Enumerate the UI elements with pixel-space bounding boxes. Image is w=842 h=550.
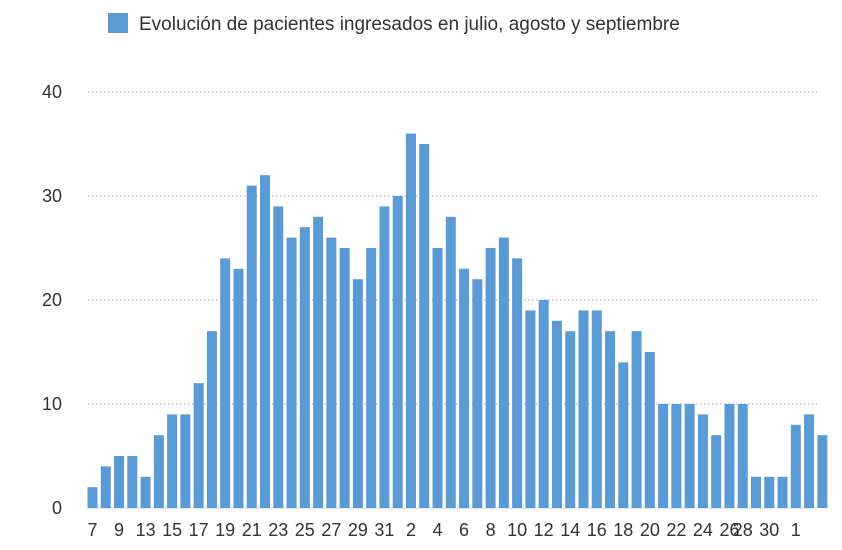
- x-tick-label: 12: [534, 520, 554, 540]
- bar: [790, 424, 801, 508]
- bar: [565, 331, 576, 508]
- x-tick-label: 25: [295, 520, 315, 540]
- bar: [140, 476, 151, 508]
- x-tick-label: 20: [640, 520, 660, 540]
- bar: [286, 237, 297, 508]
- x-tick-label: 1: [791, 520, 801, 540]
- legend: Evolución de pacientes ingresados en jul…: [108, 13, 680, 35]
- bar: [671, 404, 682, 508]
- x-tick-label: 24: [693, 520, 713, 540]
- bar: [180, 414, 191, 508]
- x-tick-label: 22: [666, 520, 686, 540]
- x-tick-label: 18: [613, 520, 633, 540]
- bar: [737, 404, 748, 508]
- x-tick-label: 10: [507, 520, 527, 540]
- x-tick-label: 29: [348, 520, 368, 540]
- bar: [127, 456, 138, 508]
- bar: [684, 404, 695, 508]
- x-tick-label: 28: [733, 520, 753, 540]
- bar: [538, 300, 549, 508]
- y-axis-labels: 0 10 20 30 40: [42, 82, 62, 518]
- bar: [578, 310, 589, 508]
- bar: [817, 435, 828, 508]
- bar: [472, 279, 483, 508]
- bar: [804, 414, 815, 508]
- bar: [644, 352, 655, 508]
- bar: [326, 237, 337, 508]
- y-tick-label: 40: [42, 82, 62, 102]
- bar: [777, 476, 788, 508]
- x-tick-label: 15: [162, 520, 182, 540]
- x-axis-labels: 7 9 13 15 17 19 21 23 25 27 29 31 2 4 6 8 10 12 14 16 18 20 22…: [87, 520, 800, 540]
- x-tick-label: 26: [719, 520, 739, 540]
- bar: [764, 476, 775, 508]
- bar: [618, 362, 629, 508]
- x-tick-label: 7: [87, 520, 97, 540]
- bar: [751, 476, 761, 508]
- bar: [114, 456, 125, 508]
- bar: [100, 466, 111, 508]
- x-tick-label: 6: [459, 520, 469, 540]
- bar: [445, 216, 456, 509]
- y-tick-label: 0: [52, 498, 62, 518]
- bar: [313, 216, 324, 509]
- bar: [432, 248, 443, 508]
- bar: [724, 404, 735, 508]
- x-tick-label: 14: [560, 520, 580, 540]
- x-tick-label: 31: [374, 520, 394, 540]
- x-tick-label: 17: [189, 520, 209, 540]
- bar: [206, 331, 217, 508]
- bar: [591, 310, 602, 508]
- x-tick-label: 13: [136, 520, 156, 540]
- x-tick-label: 30: [759, 520, 779, 540]
- bar: [379, 206, 390, 508]
- bar: [631, 331, 642, 508]
- bar: [605, 331, 616, 508]
- legend-swatch: [108, 13, 128, 33]
- bars: [87, 133, 828, 509]
- y-tick-label: 30: [42, 186, 62, 206]
- bar: [233, 268, 244, 508]
- legend-label: Evolución de pacientes ingresados en jul…: [139, 14, 680, 35]
- bar: [87, 487, 98, 508]
- bar: [246, 185, 257, 508]
- bar: [366, 248, 377, 508]
- x-tick-label: 4: [433, 520, 443, 540]
- x-tick-label: 16: [587, 520, 607, 540]
- bar: [485, 248, 496, 508]
- y-tick-label: 20: [42, 290, 62, 310]
- x-tick-label: 9: [114, 520, 124, 540]
- bar: [153, 435, 164, 508]
- x-tick-label: 2: [406, 520, 416, 540]
- bar: [658, 404, 669, 508]
- bar: [193, 383, 204, 508]
- bar: [405, 133, 416, 508]
- bar: [711, 435, 722, 508]
- bar: [299, 227, 310, 508]
- bar: [273, 206, 284, 508]
- bar: [167, 414, 178, 508]
- bar: [551, 320, 562, 508]
- x-tick-label: 19: [215, 520, 235, 540]
- bar: [392, 196, 403, 508]
- x-tick-label: 27: [321, 520, 341, 540]
- bar: [459, 268, 470, 508]
- bar: [697, 414, 708, 508]
- bar: [220, 258, 231, 508]
- bar: [260, 175, 271, 508]
- bar: [339, 248, 350, 508]
- bar: [419, 144, 430, 508]
- x-tick-label: 8: [486, 520, 496, 540]
- bar: [512, 258, 523, 508]
- bar: [498, 237, 509, 508]
- bar: [525, 310, 536, 508]
- y-tick-label: 10: [42, 394, 62, 414]
- x-tick-label: 23: [268, 520, 288, 540]
- bar: [352, 279, 363, 508]
- x-tick-label: 21: [242, 520, 262, 540]
